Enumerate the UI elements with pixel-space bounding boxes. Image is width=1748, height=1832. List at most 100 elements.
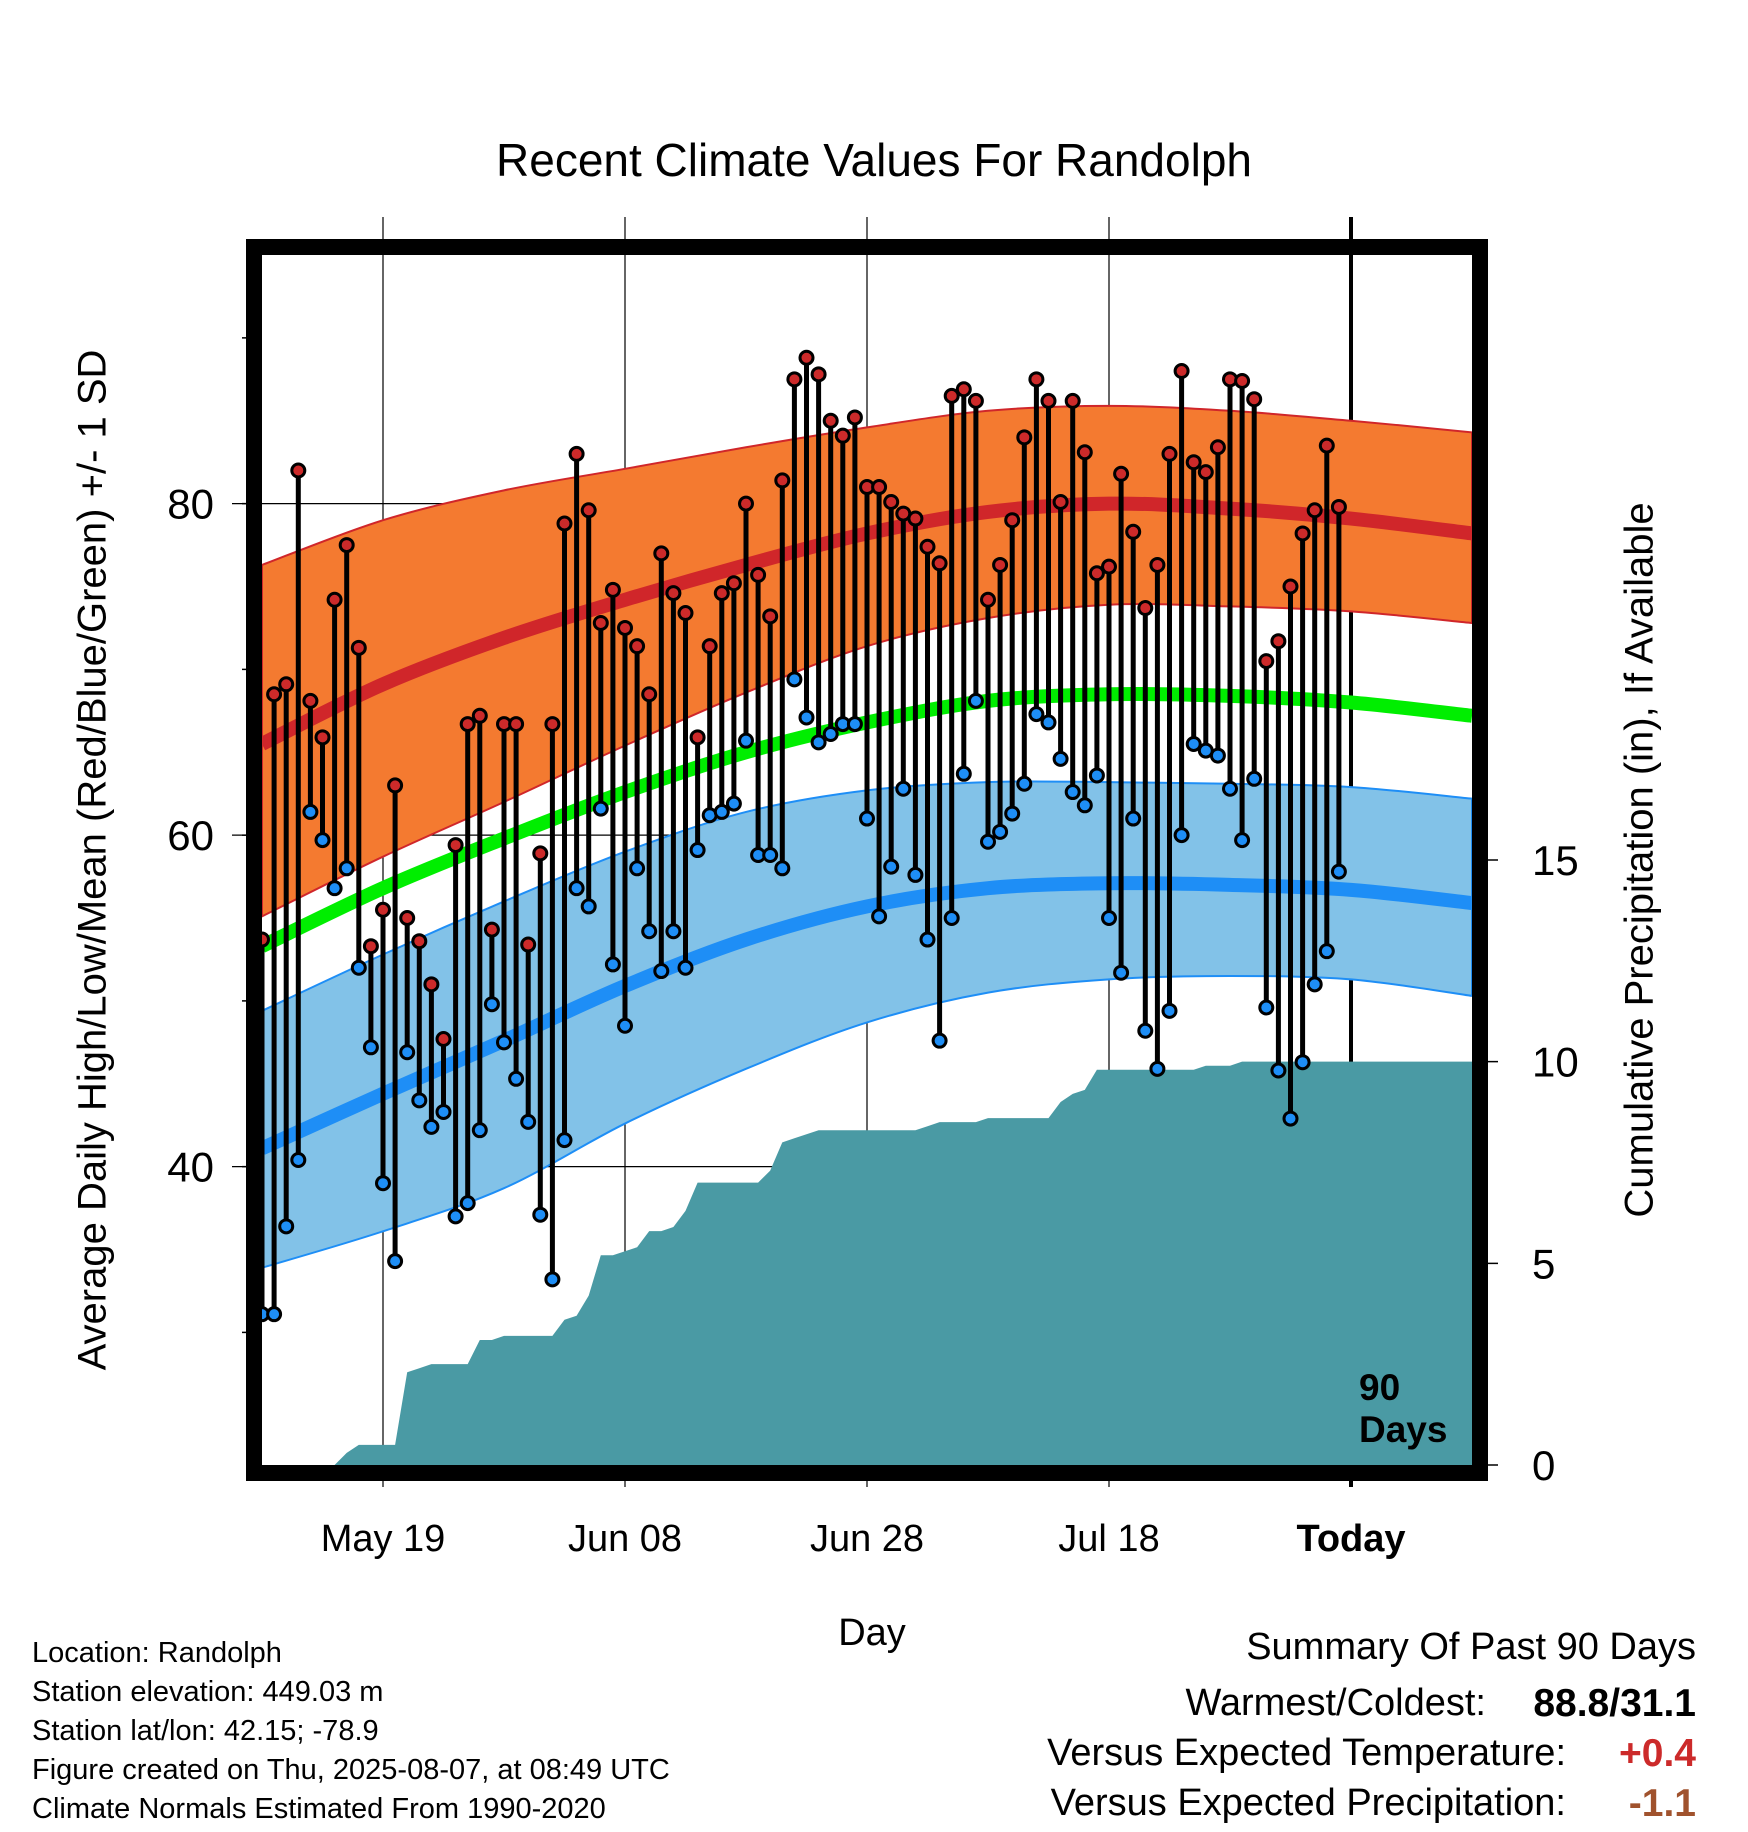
daily-low-point [411, 1092, 428, 1109]
daily-low-point [435, 1103, 452, 1120]
daily-high-point [1028, 371, 1045, 388]
y-axis-label-right: Cumulative Precipitation (in), If Availa… [1617, 502, 1662, 1218]
location-text: Location: Randolph [32, 1637, 282, 1669]
precip-anomaly-value: -1.1 [1628, 1782, 1696, 1825]
daily-high-point [943, 387, 960, 404]
daily-high-point [544, 716, 561, 733]
daily-high-point [931, 555, 948, 572]
daily-high-point [1330, 498, 1347, 515]
daily-high-point [1101, 558, 1117, 575]
daily-high-point [617, 619, 633, 636]
daily-low-point [604, 956, 621, 973]
daily-high-point [762, 608, 779, 625]
daily-low-point [810, 734, 827, 751]
daily-low-point [423, 1118, 440, 1135]
daily-high-point [483, 921, 500, 938]
precip-anomaly-label: Versus Expected Precipitation: [1050, 1782, 1566, 1824]
x-tick-label: May 19 [321, 1518, 446, 1560]
daily-low-point [1294, 1054, 1311, 1071]
daily-low-point [471, 1122, 488, 1139]
daily-low-point [1040, 714, 1057, 731]
daily-low-point [1076, 797, 1093, 814]
daily-high-point [1318, 437, 1335, 454]
daily-low-point [943, 910, 960, 927]
daily-high-point [750, 566, 767, 583]
temp-anomaly-value: +0.4 [1619, 1732, 1696, 1775]
daily-high-point [508, 716, 525, 733]
daily-low-point [278, 1218, 295, 1235]
daily-high-point [1270, 633, 1287, 650]
daily-high-point [375, 901, 391, 918]
daily-low-point [907, 866, 924, 883]
daily-high-point [1125, 523, 1142, 540]
daily-high-point [1088, 565, 1105, 582]
daily-low-point [1088, 767, 1105, 784]
daily-low-point [871, 908, 888, 925]
daily-low-point [483, 996, 500, 1013]
daily-low-point [1306, 976, 1323, 993]
daily-high-point [387, 777, 404, 794]
daily-low-point [1246, 770, 1263, 787]
elevation-text: Station elevation: 449.03 m [32, 1676, 384, 1708]
daily-high-point [689, 729, 706, 746]
summary-row-warmest-coldest: Warmest/Coldest: 88.8/31.1 [1185, 1682, 1696, 1732]
normals-text: Climate Normals Estimated From 1990-2020 [32, 1793, 606, 1825]
daily-low-point [1052, 750, 1069, 767]
daily-high-point [967, 392, 984, 409]
y-axis-label-left: Average Daily High/Low/Mean (Red/Blue/Gr… [70, 349, 115, 1371]
daily-low-point [508, 1070, 525, 1087]
warmest-coldest-value: 88.8/31.1 [1533, 1682, 1696, 1725]
daily-high-point [556, 515, 573, 532]
x-tick-label: Jun 08 [568, 1518, 682, 1560]
daily-high-point [919, 538, 936, 555]
daily-high-point [1149, 556, 1166, 573]
daily-high-point [459, 716, 476, 733]
daily-low-point [1113, 964, 1130, 981]
latlon-text: Station lat/lon: 42.15; -78.9 [32, 1715, 379, 1747]
daily-low-point [798, 709, 815, 726]
daily-high-point [1161, 445, 1178, 462]
daily-high-point [725, 575, 742, 592]
daily-high-point [1197, 464, 1214, 481]
daily-high-point [1282, 578, 1299, 595]
daily-high-point [520, 936, 537, 953]
daily-low-point [725, 795, 742, 812]
daily-low-point [689, 842, 706, 859]
daily-low-point [1173, 827, 1190, 844]
daily-high-point [955, 381, 972, 398]
y-right-tick-label: 5 [1532, 1240, 1555, 1287]
daily-high-point [290, 462, 307, 479]
precipitation-area [262, 1061, 1472, 1465]
daily-high-point [834, 427, 851, 444]
daily-high-point [338, 537, 355, 554]
daily-high-point [822, 412, 839, 429]
daily-high-point [1016, 429, 1033, 446]
daily-low-point [387, 1253, 404, 1270]
daily-low-point [883, 858, 900, 875]
daily-high-point [399, 910, 416, 927]
daily-low-point [1258, 999, 1275, 1016]
daily-low-point [532, 1206, 549, 1223]
daily-high-point [266, 686, 283, 703]
daily-high-point [810, 366, 827, 383]
today-marker-label: 90 [1359, 1367, 1400, 1408]
daily-low-point [1125, 810, 1142, 827]
daily-high-point [471, 707, 488, 724]
daily-high-point [1246, 391, 1263, 408]
daily-high-point [774, 472, 791, 489]
daily-high-point [1294, 525, 1311, 542]
daily-high-point [907, 510, 924, 527]
daily-low-point [314, 832, 331, 849]
daily-low-point [859, 810, 875, 827]
daily-low-point [1149, 1060, 1166, 1077]
daily-low-point [350, 959, 367, 976]
daily-high-point [411, 933, 428, 950]
daily-low-point [919, 931, 936, 948]
daily-low-point [629, 860, 646, 877]
daily-low-point [399, 1044, 416, 1061]
daily-high-point [665, 585, 682, 602]
daily-high-point [871, 479, 888, 496]
today-marker-label: Days [1359, 1409, 1447, 1450]
daily-high-point [604, 581, 621, 598]
daily-high-point [1258, 653, 1275, 670]
